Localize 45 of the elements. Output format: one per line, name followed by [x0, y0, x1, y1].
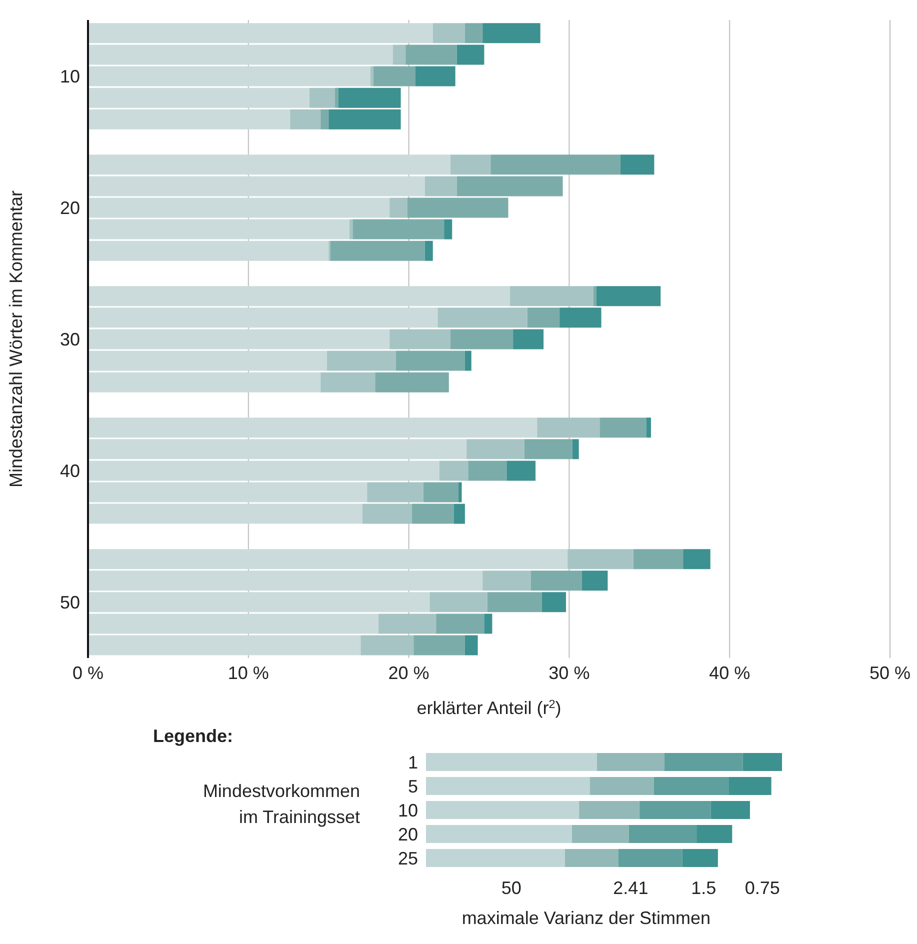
bar: [426, 777, 590, 795]
series-label: 1.5: [691, 878, 716, 898]
bar: [596, 753, 665, 771]
y-axis-title: Mindestanzahl Wörter im Kommentar: [6, 190, 26, 488]
y-tick-label: 1: [408, 752, 418, 772]
y-tick-label: 50: [60, 592, 80, 612]
bar: [696, 825, 732, 843]
x-tick-label: 0 %: [72, 662, 104, 683]
bar: [572, 825, 629, 843]
x-tick-label: 50 %: [869, 662, 911, 683]
bar: [426, 825, 572, 843]
bar: [710, 801, 750, 819]
y-tick-label: 30: [60, 329, 80, 350]
bar: [590, 777, 654, 795]
bar: [682, 849, 718, 867]
y-tick-label: 20: [60, 198, 80, 218]
x-tick-label: 10 %: [228, 662, 269, 683]
y-tick-label: 10: [398, 800, 418, 820]
y-tick-label: 40: [60, 460, 80, 481]
bar: [618, 849, 682, 867]
y-tick-label: 25: [398, 848, 418, 868]
bar: [654, 777, 729, 795]
y-tick-label: 20: [398, 824, 418, 844]
bar: [728, 777, 772, 795]
bar: [426, 801, 580, 819]
x-axis-title: maximale Varianz der Stimmen: [462, 908, 711, 928]
bar: [742, 753, 782, 771]
text: Legende:: [153, 726, 234, 747]
series-label: 50: [501, 878, 522, 898]
series-label: 0.75: [744, 878, 780, 898]
x-tick-label: 30 %: [548, 662, 590, 683]
y-tick-label: 5: [408, 776, 418, 796]
bar: [628, 825, 697, 843]
y-tick-label: 10: [60, 66, 80, 86]
bar: [426, 753, 597, 771]
y-axis-title: Mindestvorkommen im Trainingsset: [202, 780, 360, 829]
bar: [664, 753, 743, 771]
x-tick-label: 20 %: [388, 662, 430, 683]
x-axis-title: erklärter Anteil (r$^{2}$): [416, 698, 562, 718]
bar: [564, 849, 618, 867]
x-tick-label: 40 %: [709, 662, 750, 683]
series-label: 2.41: [613, 878, 648, 898]
bar: [426, 849, 565, 867]
bar: [579, 801, 640, 819]
bar: [640, 801, 711, 819]
